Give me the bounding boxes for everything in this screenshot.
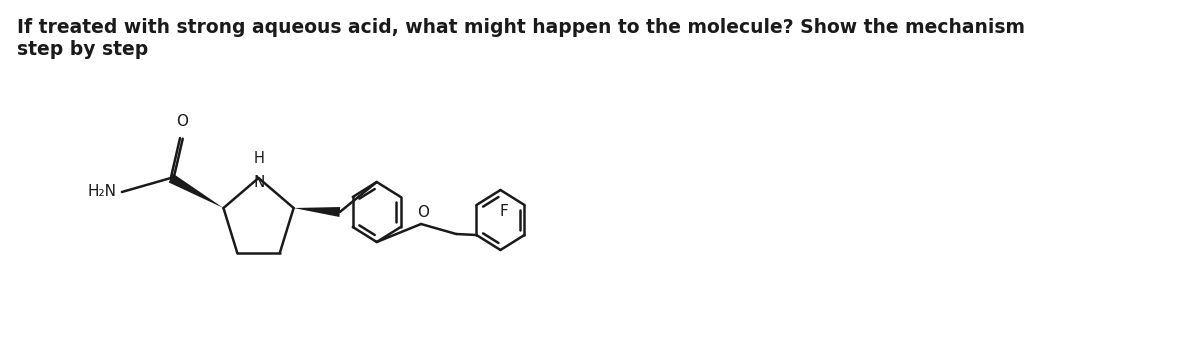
Polygon shape [169, 174, 223, 208]
Text: If treated with strong aqueous acid, what might happen to the molecule? Show the: If treated with strong aqueous acid, wha… [17, 18, 1025, 59]
Text: O: O [176, 114, 188, 129]
Text: H: H [254, 151, 265, 166]
Text: N: N [253, 175, 265, 190]
Text: O: O [416, 205, 428, 220]
Polygon shape [294, 207, 340, 217]
Text: H₂N: H₂N [88, 184, 116, 200]
Text: F: F [499, 204, 509, 219]
